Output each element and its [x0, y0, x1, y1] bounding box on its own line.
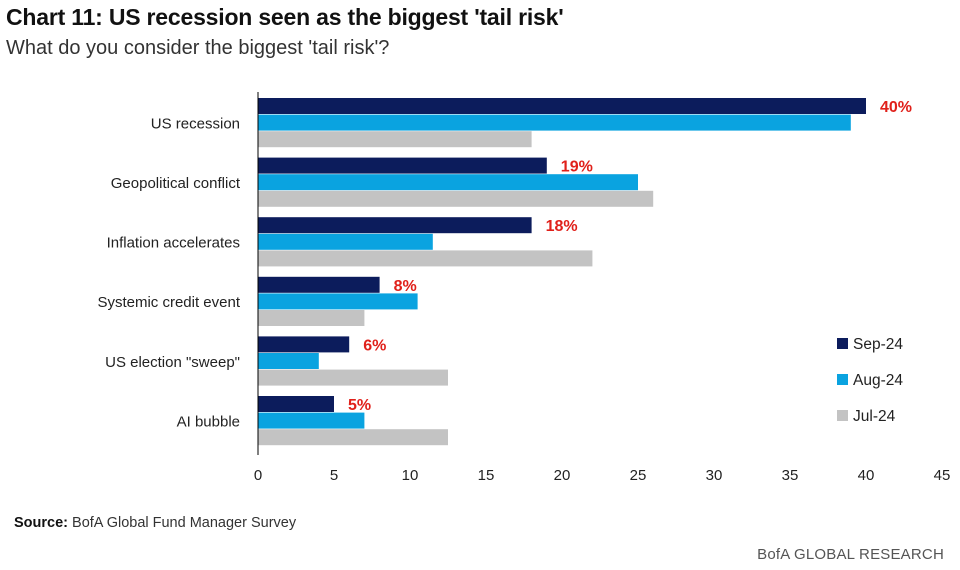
bar-aug-24-5 [258, 412, 365, 429]
x-tick-label: 15 [478, 467, 495, 484]
category-label: Geopolitical conflict [111, 175, 241, 192]
bar-aug-24-4 [258, 353, 319, 369]
x-tick-label: 10 [402, 467, 419, 484]
bar-jul-24-1 [258, 190, 654, 207]
category-label: Inflation accelerates [107, 235, 240, 252]
data-label: 5% [348, 397, 371, 414]
x-tick-label: 25 [630, 467, 647, 484]
bar-aug-24-2 [258, 233, 433, 250]
x-tick-label: 0 [254, 467, 262, 484]
bar-jul-24-2 [258, 250, 593, 267]
bar-aug-24-3 [258, 293, 418, 310]
chart-title: Chart 11: US recession seen as the bigge… [6, 4, 564, 30]
bar-sep-24-5 [258, 396, 334, 412]
category-label: Systemic credit event [97, 294, 240, 311]
source-note: Source: BofA Global Fund Manager Survey [14, 515, 296, 531]
bar-aug-24-1 [258, 174, 638, 191]
x-tick-label: 45 [934, 467, 951, 484]
category-label: US recession [151, 115, 240, 132]
bar-jul-24-4 [258, 369, 448, 386]
data-label: 6% [363, 337, 386, 354]
category-label: US election "sweep" [105, 354, 240, 371]
x-tick-label: 40 [858, 467, 875, 484]
legend-label: Sep-24 [853, 336, 903, 353]
bar-jul-24-0 [258, 131, 532, 148]
bar-sep-24-4 [258, 336, 350, 353]
legend-label: Jul-24 [853, 408, 896, 425]
source-label: Source: [14, 515, 68, 531]
bar-aug-24-0 [258, 114, 851, 131]
legend-swatch-sep-24 [837, 338, 848, 349]
legend-swatch-aug-24 [837, 374, 848, 385]
category-label: AI bubble [177, 413, 240, 430]
bar-jul-24-3 [258, 310, 365, 326]
x-tick-label: 20 [554, 467, 571, 484]
data-label: 8% [394, 278, 417, 295]
bar-sep-24-0 [258, 98, 866, 114]
source-text: BofA Global Fund Manager Survey [72, 515, 297, 531]
bar-sep-24-3 [258, 276, 380, 293]
legend-label: Aug-24 [853, 372, 903, 389]
data-label: 19% [561, 159, 593, 176]
bar-chart: 40% US recession 19% Geopolitical conflict 1… [97, 92, 951, 484]
bar-sep-24-1 [258, 157, 547, 174]
bar-sep-24-2 [258, 217, 532, 234]
x-tick-label: 35 [782, 467, 799, 484]
brand-footer: BofA GLOBAL RESEARCH [757, 546, 944, 563]
data-label: 40% [880, 99, 912, 116]
bar-jul-24-5 [258, 429, 448, 446]
chart-subtitle: What do you consider the biggest 'tail r… [6, 37, 390, 59]
data-label: 18% [546, 218, 578, 235]
x-tick-label: 5 [330, 467, 338, 484]
legend-swatch-jul-24 [837, 410, 848, 421]
x-tick-label: 30 [706, 467, 723, 484]
